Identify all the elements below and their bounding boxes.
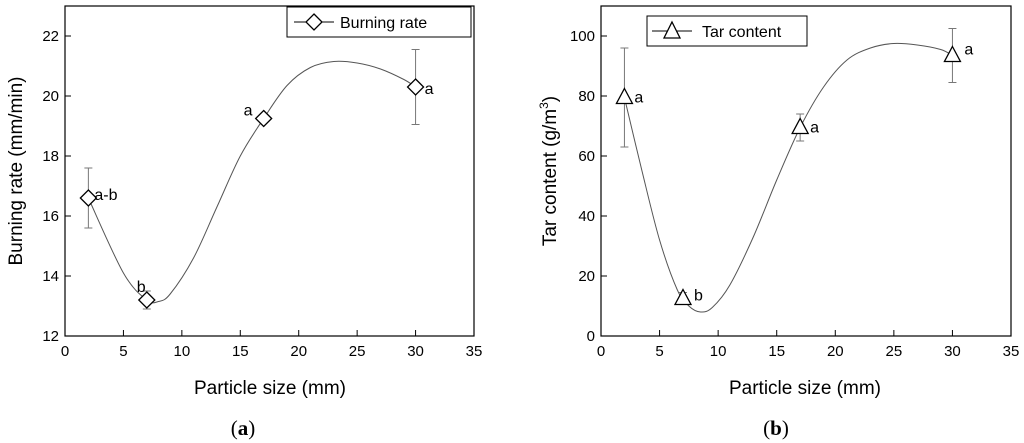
x-axis-title: Particle size (mm)	[729, 378, 881, 399]
point-significance-label: b	[137, 279, 146, 296]
x-axis: 0 5 10 15 20 25 30 35	[597, 330, 1020, 360]
y-axis: 12 14 16 18 20 22	[42, 28, 71, 345]
panel-caption-b: (b)	[763, 416, 789, 440]
x-tick-label: 5	[119, 343, 127, 360]
y-tick-label: 20	[578, 268, 595, 285]
data-point-triangle	[943, 45, 962, 63]
point-significance-label: b	[694, 288, 703, 305]
y-tick-label: 0	[587, 328, 595, 345]
point-significance-label: a-b	[94, 187, 117, 204]
y-tick-label: 22	[42, 28, 59, 45]
legend-triangle-icon	[662, 20, 682, 39]
y-axis-title-main: Tar content (g/m	[540, 109, 561, 246]
point-significance-label: a	[634, 90, 643, 107]
point-significance-label: a	[244, 103, 253, 120]
data-point-triangle	[791, 117, 810, 135]
fit-curve	[87, 60, 416, 304]
x-tick-label: 25	[349, 343, 366, 360]
point-significance-label: a	[425, 81, 434, 98]
y-tick-label: 18	[42, 148, 59, 165]
x-tick-label: 20	[827, 343, 844, 360]
x-tick-label: 30	[407, 343, 424, 360]
legend: Burning rate	[286, 6, 472, 38]
x-tick-label: 0	[61, 343, 69, 360]
y-axis-title-end: )	[540, 96, 561, 102]
x-tick-label: 0	[597, 343, 605, 360]
point-labels: a b a a	[634, 42, 973, 305]
x-tick-label: 35	[466, 343, 483, 360]
y-tick-label: 60	[578, 148, 595, 165]
y-axis-title: Burning rate (mm/min)	[6, 77, 27, 266]
panel-letter: b	[770, 416, 782, 440]
y-tick-label: 14	[42, 268, 59, 285]
data-point-diamond	[406, 78, 425, 96]
plot-frame	[600, 5, 1012, 337]
y-tick-label: 20	[42, 88, 59, 105]
panel-letter: a	[238, 416, 249, 440]
panel-caption-a: (a)	[231, 416, 256, 440]
y-tick-label: 100	[570, 28, 595, 45]
y-tick-label: 12	[42, 328, 59, 345]
y-tick-label: 80	[578, 88, 595, 105]
data-points	[79, 78, 425, 309]
x-axis-title: Particle size (mm)	[194, 378, 346, 399]
point-significance-label: a	[810, 120, 819, 137]
y-tick-label: 40	[578, 208, 595, 225]
fit-curve	[623, 42, 953, 313]
data-points	[615, 45, 962, 306]
data-point-triangle	[673, 288, 693, 306]
data-point-diamond	[79, 189, 98, 207]
error-bars	[620, 28, 957, 305]
x-tick-label: 20	[290, 343, 307, 360]
x-tick-label: 10	[710, 343, 727, 360]
x-tick-label: 15	[768, 343, 785, 360]
legend-diamond-icon	[305, 13, 323, 31]
point-significance-label: a	[964, 42, 973, 59]
legend-label: Burning rate	[340, 15, 427, 32]
x-tick-label: 10	[174, 343, 191, 360]
y-axis-title-sup: 3	[537, 102, 551, 109]
legend-label: Tar content	[702, 24, 782, 41]
x-tick-label: 35	[1003, 343, 1020, 360]
y-axis: 0 20 40 60 80 100	[570, 28, 607, 345]
chart-panel-b: 0 5 10 15 20 25 30 35 0 20 40 60 80 100 a b a a Tar con…	[537, 5, 1020, 440]
data-point-diamond	[137, 291, 156, 309]
x-tick-label: 15	[232, 343, 249, 360]
x-axis: 0 5 10 15 20 25 30 35	[61, 330, 483, 360]
data-point-triangle	[615, 87, 634, 105]
x-tick-label: 30	[944, 343, 961, 360]
error-bars	[84, 49, 420, 310]
chart-panel-a: 0 5 10 15 20 25 30 35 12 14 16 18 20 22 a-b b a a Burni…	[6, 5, 483, 440]
plot-frame	[64, 5, 475, 337]
y-axis-title: Tar content (g/m3)	[537, 96, 561, 246]
legend: Tar content	[646, 15, 808, 47]
x-tick-label: 25	[886, 343, 903, 360]
y-tick-label: 16	[42, 208, 59, 225]
point-labels: a-b b a a	[94, 81, 433, 296]
x-tick-label: 5	[655, 343, 663, 360]
data-point-diamond	[254, 109, 273, 128]
